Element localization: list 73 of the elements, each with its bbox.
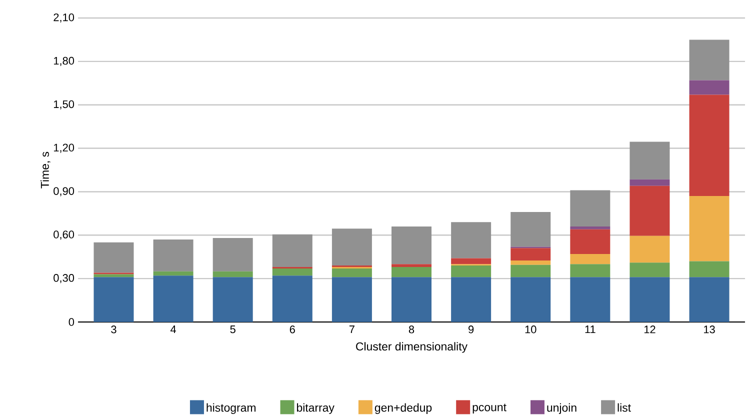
bar [94,274,134,278]
x-axis-title: Cluster dimensionality [356,342,468,353]
y-tick-label: 1,20 [54,144,74,153]
bar [94,242,134,273]
bar [451,277,492,322]
bar [212,238,253,272]
legend-label: histogram [206,403,256,414]
bar [451,258,492,264]
bar [272,276,312,322]
bar [392,264,432,267]
bar [332,228,372,266]
bar [94,277,134,322]
bar [392,277,432,322]
bar [570,254,610,264]
bar [272,268,312,276]
bar [332,277,372,322]
x-tick-label: 8 [408,326,414,334]
bar [510,277,551,322]
y-tick-label: 2,10 [54,13,74,23]
bar [510,264,551,278]
bar [332,268,372,278]
bar [153,276,194,322]
y-tick-label: 0,90 [54,187,74,196]
y-tick-label: 0,60 [54,230,74,240]
bar [689,94,730,196]
bar [510,260,551,265]
legend-label: unjoin [547,403,576,414]
x-tick-label: 11 [585,326,596,334]
x-tick-label: 4 [170,326,176,334]
y-tick-label: 0 [68,318,74,326]
x-tick-label: 13 [704,326,715,334]
bar [451,266,492,278]
bar [689,40,730,80]
bar [630,262,670,278]
bar [570,190,610,226]
y-tick-label: 1,50 [54,100,74,110]
bar [689,196,730,262]
bar [212,277,253,322]
legend-label: gen+dedup [374,403,432,414]
bar [510,248,551,260]
bar [212,271,253,278]
bar [570,229,610,254]
bar [451,222,492,258]
bar [272,234,312,267]
bar [392,266,432,278]
y-tick-label: 1,80 [54,56,74,66]
y-axis-title: Time, s [40,152,50,188]
x-tick-label: 12 [644,326,656,334]
x-tick-label: 10 [525,326,536,334]
legend-label: list [618,403,631,412]
bar [689,80,730,95]
bar [630,277,670,322]
bar [570,264,610,278]
bar [392,226,432,264]
legend-label: bitarray [296,403,334,414]
x-tick-label: 6 [290,326,295,334]
x-tick-label: 9 [468,326,474,334]
bar [630,186,670,236]
legend-label: pcount [472,404,506,414]
bar [570,226,610,230]
bar [689,277,730,322]
bar [153,239,194,272]
bar [689,261,730,278]
bar [630,179,670,186]
bar [570,277,610,322]
x-tick-label: 5 [230,326,236,334]
bar [630,142,670,180]
bar [510,212,551,247]
x-tick-label: 7 [349,326,354,334]
y-tick-label: 0,30 [54,274,74,284]
bar [153,271,194,276]
bar [630,236,670,263]
x-tick-label: 3 [111,326,116,334]
